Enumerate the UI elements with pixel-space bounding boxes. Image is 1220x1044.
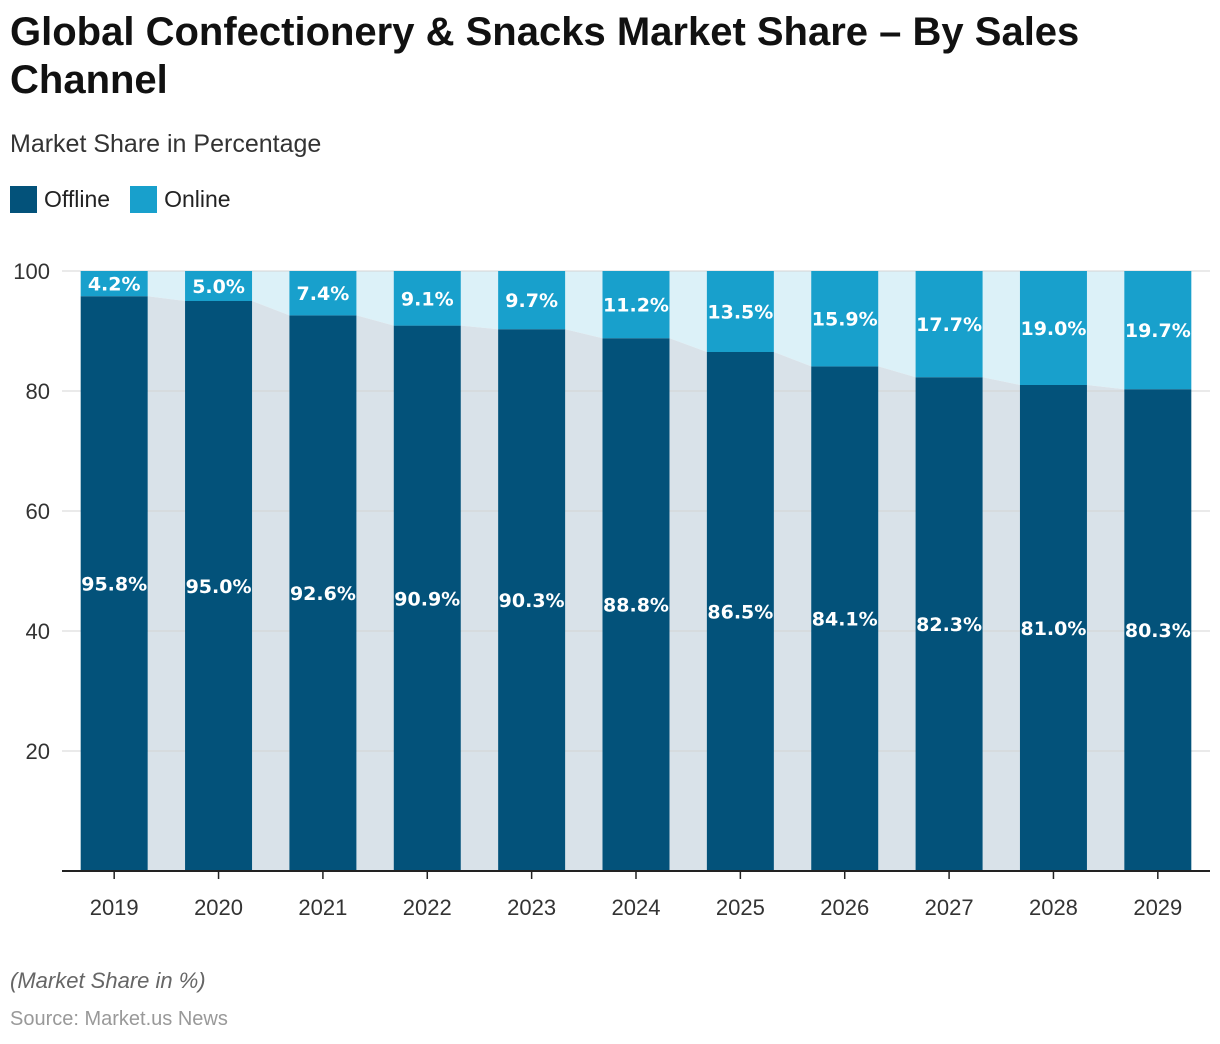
axes: 20 40 60 80 100 2019 2020 2021 2022 2023 2024 2025 2… xyxy=(13,259,1210,920)
y-tick-label: 20 xyxy=(26,739,50,764)
legend-label-online: Online xyxy=(164,186,231,212)
offline-connector-band xyxy=(460,325,499,872)
bar-offline[interactable] xyxy=(1019,385,1087,871)
legend-item-offline[interactable]: Offline xyxy=(10,186,110,213)
data-label-offline: 84.1% xyxy=(812,609,878,631)
bar-online[interactable] xyxy=(80,271,148,297)
bar-online[interactable] xyxy=(602,271,670,339)
x-tick-label: 2023 xyxy=(507,895,556,920)
source-text: Source: Market.us News xyxy=(10,1008,228,1030)
legend-swatch-offline xyxy=(10,186,37,213)
data-label-offline: 81.0% xyxy=(1020,618,1086,640)
online-connector-band xyxy=(1086,271,1125,390)
y-tick-label: 40 xyxy=(26,619,50,644)
bar-online[interactable] xyxy=(1124,271,1192,390)
stacked-bar-chart: 95.8% 4.2% 95.0% 5.0% 92.6% 7.4% 90.9% 9.1% 90.3… xyxy=(13,259,1210,920)
online-connector-band xyxy=(669,271,707,352)
x-tick-label: 2029 xyxy=(1133,895,1182,920)
online-connector-band xyxy=(982,271,1020,385)
data-label-online: 15.9% xyxy=(812,309,878,331)
online-connector-band xyxy=(147,271,186,301)
legend-label-offline: Offline xyxy=(44,186,111,212)
bar-offline[interactable] xyxy=(915,377,983,871)
bar-offline[interactable] xyxy=(1124,389,1192,871)
bar-offline[interactable] xyxy=(811,366,879,871)
bar-online[interactable] xyxy=(393,271,461,326)
data-label-online: 19.0% xyxy=(1020,318,1086,340)
bar-online[interactable] xyxy=(706,271,774,352)
bar-online[interactable] xyxy=(498,271,566,330)
online-connector-band xyxy=(878,271,916,378)
data-label-offline: 95.8% xyxy=(81,574,147,596)
legend-swatch-online xyxy=(130,186,158,213)
data-label-online: 7.4% xyxy=(297,283,350,305)
bar-offline[interactable] xyxy=(393,325,461,872)
offline-connector-band xyxy=(878,366,916,871)
bar-offline[interactable] xyxy=(498,329,566,871)
y-tick-label: 100 xyxy=(13,259,50,284)
data-label-offline: 95.0% xyxy=(186,576,252,598)
online-connector-band xyxy=(773,271,812,367)
bar-online[interactable] xyxy=(1019,271,1087,385)
bar-offline[interactable] xyxy=(706,352,774,871)
online-connector-band xyxy=(356,271,394,326)
bar-online[interactable] xyxy=(915,271,983,378)
chart-subtitle: Market Share in Percentage xyxy=(10,130,322,158)
data-label-offline: 80.3% xyxy=(1125,620,1191,642)
legend: Offline Online xyxy=(10,186,251,213)
data-label-online: 9.1% xyxy=(401,288,454,310)
x-tick-label: 2025 xyxy=(716,895,765,920)
x-tick-label: 2024 xyxy=(612,895,661,920)
x-tick-label: 2020 xyxy=(194,895,243,920)
data-labels: 95.8% 4.2% 95.0% 5.0% 92.6% 7.4% 90.9% 9.1% 90.3… xyxy=(81,274,1191,642)
bar-offline[interactable] xyxy=(80,296,148,871)
data-label-offline: 82.3% xyxy=(916,614,982,636)
offline-connector-band xyxy=(773,352,812,871)
data-label-offline: 92.6% xyxy=(290,583,356,605)
bar-online[interactable] xyxy=(185,271,253,301)
offline-connector-band xyxy=(565,329,603,871)
offline-connector-band xyxy=(147,296,186,871)
bar-online[interactable] xyxy=(289,271,357,316)
offline-connector-band xyxy=(982,377,1020,871)
online-connector-band xyxy=(565,271,603,339)
offline-connector-band xyxy=(1086,385,1125,871)
x-tick-label: 2026 xyxy=(820,895,869,920)
data-label-offline: 86.5% xyxy=(707,602,773,624)
bars xyxy=(80,271,1192,872)
data-label-online: 4.2% xyxy=(88,274,141,296)
x-tick-label: 2019 xyxy=(90,895,139,920)
footnote: (Market Share in %) xyxy=(10,968,206,993)
data-label-online: 5.0% xyxy=(192,276,245,298)
data-label-offline: 90.9% xyxy=(394,588,460,610)
y-tick-label: 80 xyxy=(26,379,50,404)
data-label-online: 11.2% xyxy=(603,295,669,317)
data-label-online: 9.7% xyxy=(505,290,558,312)
offline-connector-band xyxy=(252,301,290,871)
online-connector-band xyxy=(460,271,499,330)
bar-offline[interactable] xyxy=(602,338,670,871)
bar-offline[interactable] xyxy=(185,301,253,871)
data-label-online: 17.7% xyxy=(916,314,982,336)
x-tick-label: 2022 xyxy=(403,895,452,920)
connector-bands xyxy=(147,271,1125,872)
online-connector-band xyxy=(252,271,290,316)
data-label-online: 19.7% xyxy=(1125,320,1191,342)
bar-offline[interactable] xyxy=(289,315,357,871)
x-tick-label: 2028 xyxy=(1029,895,1078,920)
chart-title: Global Confectionery & Snacks Market Sha… xyxy=(10,10,1080,102)
data-label-offline: 88.8% xyxy=(603,595,669,617)
x-tick-label: 2021 xyxy=(298,895,347,920)
data-label-offline: 90.3% xyxy=(499,590,565,612)
x-tick-label: 2027 xyxy=(925,895,974,920)
data-label-online: 13.5% xyxy=(707,302,773,324)
y-tick-label: 60 xyxy=(26,499,50,524)
offline-connector-band xyxy=(669,338,707,871)
offline-connector-band xyxy=(356,315,394,871)
legend-item-online[interactable]: Online xyxy=(130,186,231,213)
bar-online[interactable] xyxy=(811,271,879,367)
